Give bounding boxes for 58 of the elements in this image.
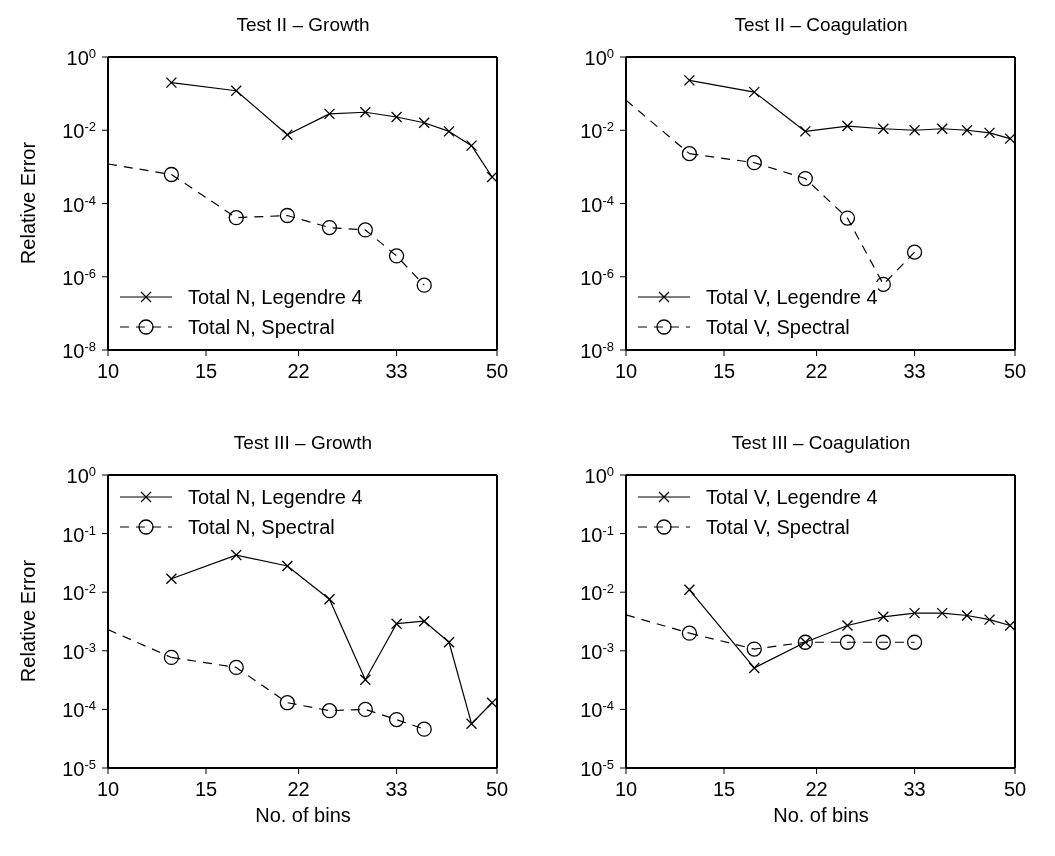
y-tick-label: 10$^{-4}$ [580,697,614,722]
x-tick-label: 15 [194,778,218,800]
y-tick-label: 10$^{0}$ [66,463,96,487]
legend-label: Total N, Spectral [188,515,335,540]
x-tick-label: 50 [1003,360,1027,382]
x-tick-label: 22 [805,778,828,800]
x-axis-title: No. of bins [254,804,352,827]
x-tick-label: 10 [614,360,638,382]
y-axis-title: Relative Error [16,559,40,683]
y-tick-label: 10$^{-2}$ [62,580,96,605]
chart-title: Test II – Coagulation [733,14,909,36]
x-tick-label: 10 [96,778,120,800]
y-tick-label: 10$^{0}$ [584,45,614,69]
x-tick-label: 15 [712,360,736,382]
x-tick-label: 10 [614,778,638,800]
y-tick-label: 10$^{-4}$ [62,697,96,722]
y-tick-label: 10$^{-2}$ [580,580,614,605]
x-tick-label: 22 [805,360,828,382]
x-tick-label: 33 [903,778,926,800]
y-tick-label: 10$^{0}$ [66,45,96,69]
y-tick-label: 10$^{-1}$ [580,522,614,546]
y-tick-label: 10$^{-4}$ [580,192,614,216]
legend-label: Total N, Legendre 4 [188,485,363,510]
y-axis-title: Relative Error [16,141,40,265]
y-tick-label: 10$^{-4}$ [62,192,96,216]
x-tick-label: 50 [485,778,509,800]
legend-label: Total V, Legendre 4 [706,485,878,510]
y-tick-label: 10$^{-2}$ [62,118,96,143]
x-axis-title: No. of bins [772,804,870,827]
x-tick-label: 22 [287,360,310,382]
x-tick-label: 15 [712,778,736,800]
y-tick-label: 10$^{-5}$ [580,756,614,780]
y-tick-label: 10$^{-2}$ [580,118,614,143]
x-tick-label: 50 [1003,778,1027,800]
y-tick-label: 10$^{-3}$ [580,639,614,663]
x-tick-label: 10 [96,360,120,382]
y-tick-label: 10$^{-3}$ [62,639,96,663]
x-tick-label: 22 [287,778,310,800]
x-tick-label: 50 [485,360,509,382]
y-tick-label: 10$^{-8}$ [580,338,614,362]
y-tick-label: 10$^{-6}$ [580,265,614,289]
y-tick-label: 10$^{0}$ [584,463,614,487]
x-tick-label: 33 [385,778,408,800]
chart-title: Test II – Growth [235,14,371,36]
y-tick-label: 10$^{-5}$ [62,756,96,780]
chart-title: Test III – Coagulation [730,432,912,454]
legend-label: Total V, Legendre 4 [706,285,878,310]
legend-label: Total N, Spectral [188,315,335,340]
legend-label: Total V, Spectral [706,515,850,540]
x-tick-label: 33 [903,360,926,382]
y-tick-label: 10$^{-6}$ [62,265,96,289]
y-tick-label: 10$^{-1}$ [62,522,96,546]
legend-label: Total N, Legendre 4 [188,285,363,310]
legend-label: Total V, Spectral [706,315,850,340]
chart-title: Test III – Growth [232,432,374,454]
y-tick-label: 10$^{-8}$ [62,338,96,362]
x-tick-label: 33 [385,360,408,382]
x-tick-label: 15 [194,360,218,382]
